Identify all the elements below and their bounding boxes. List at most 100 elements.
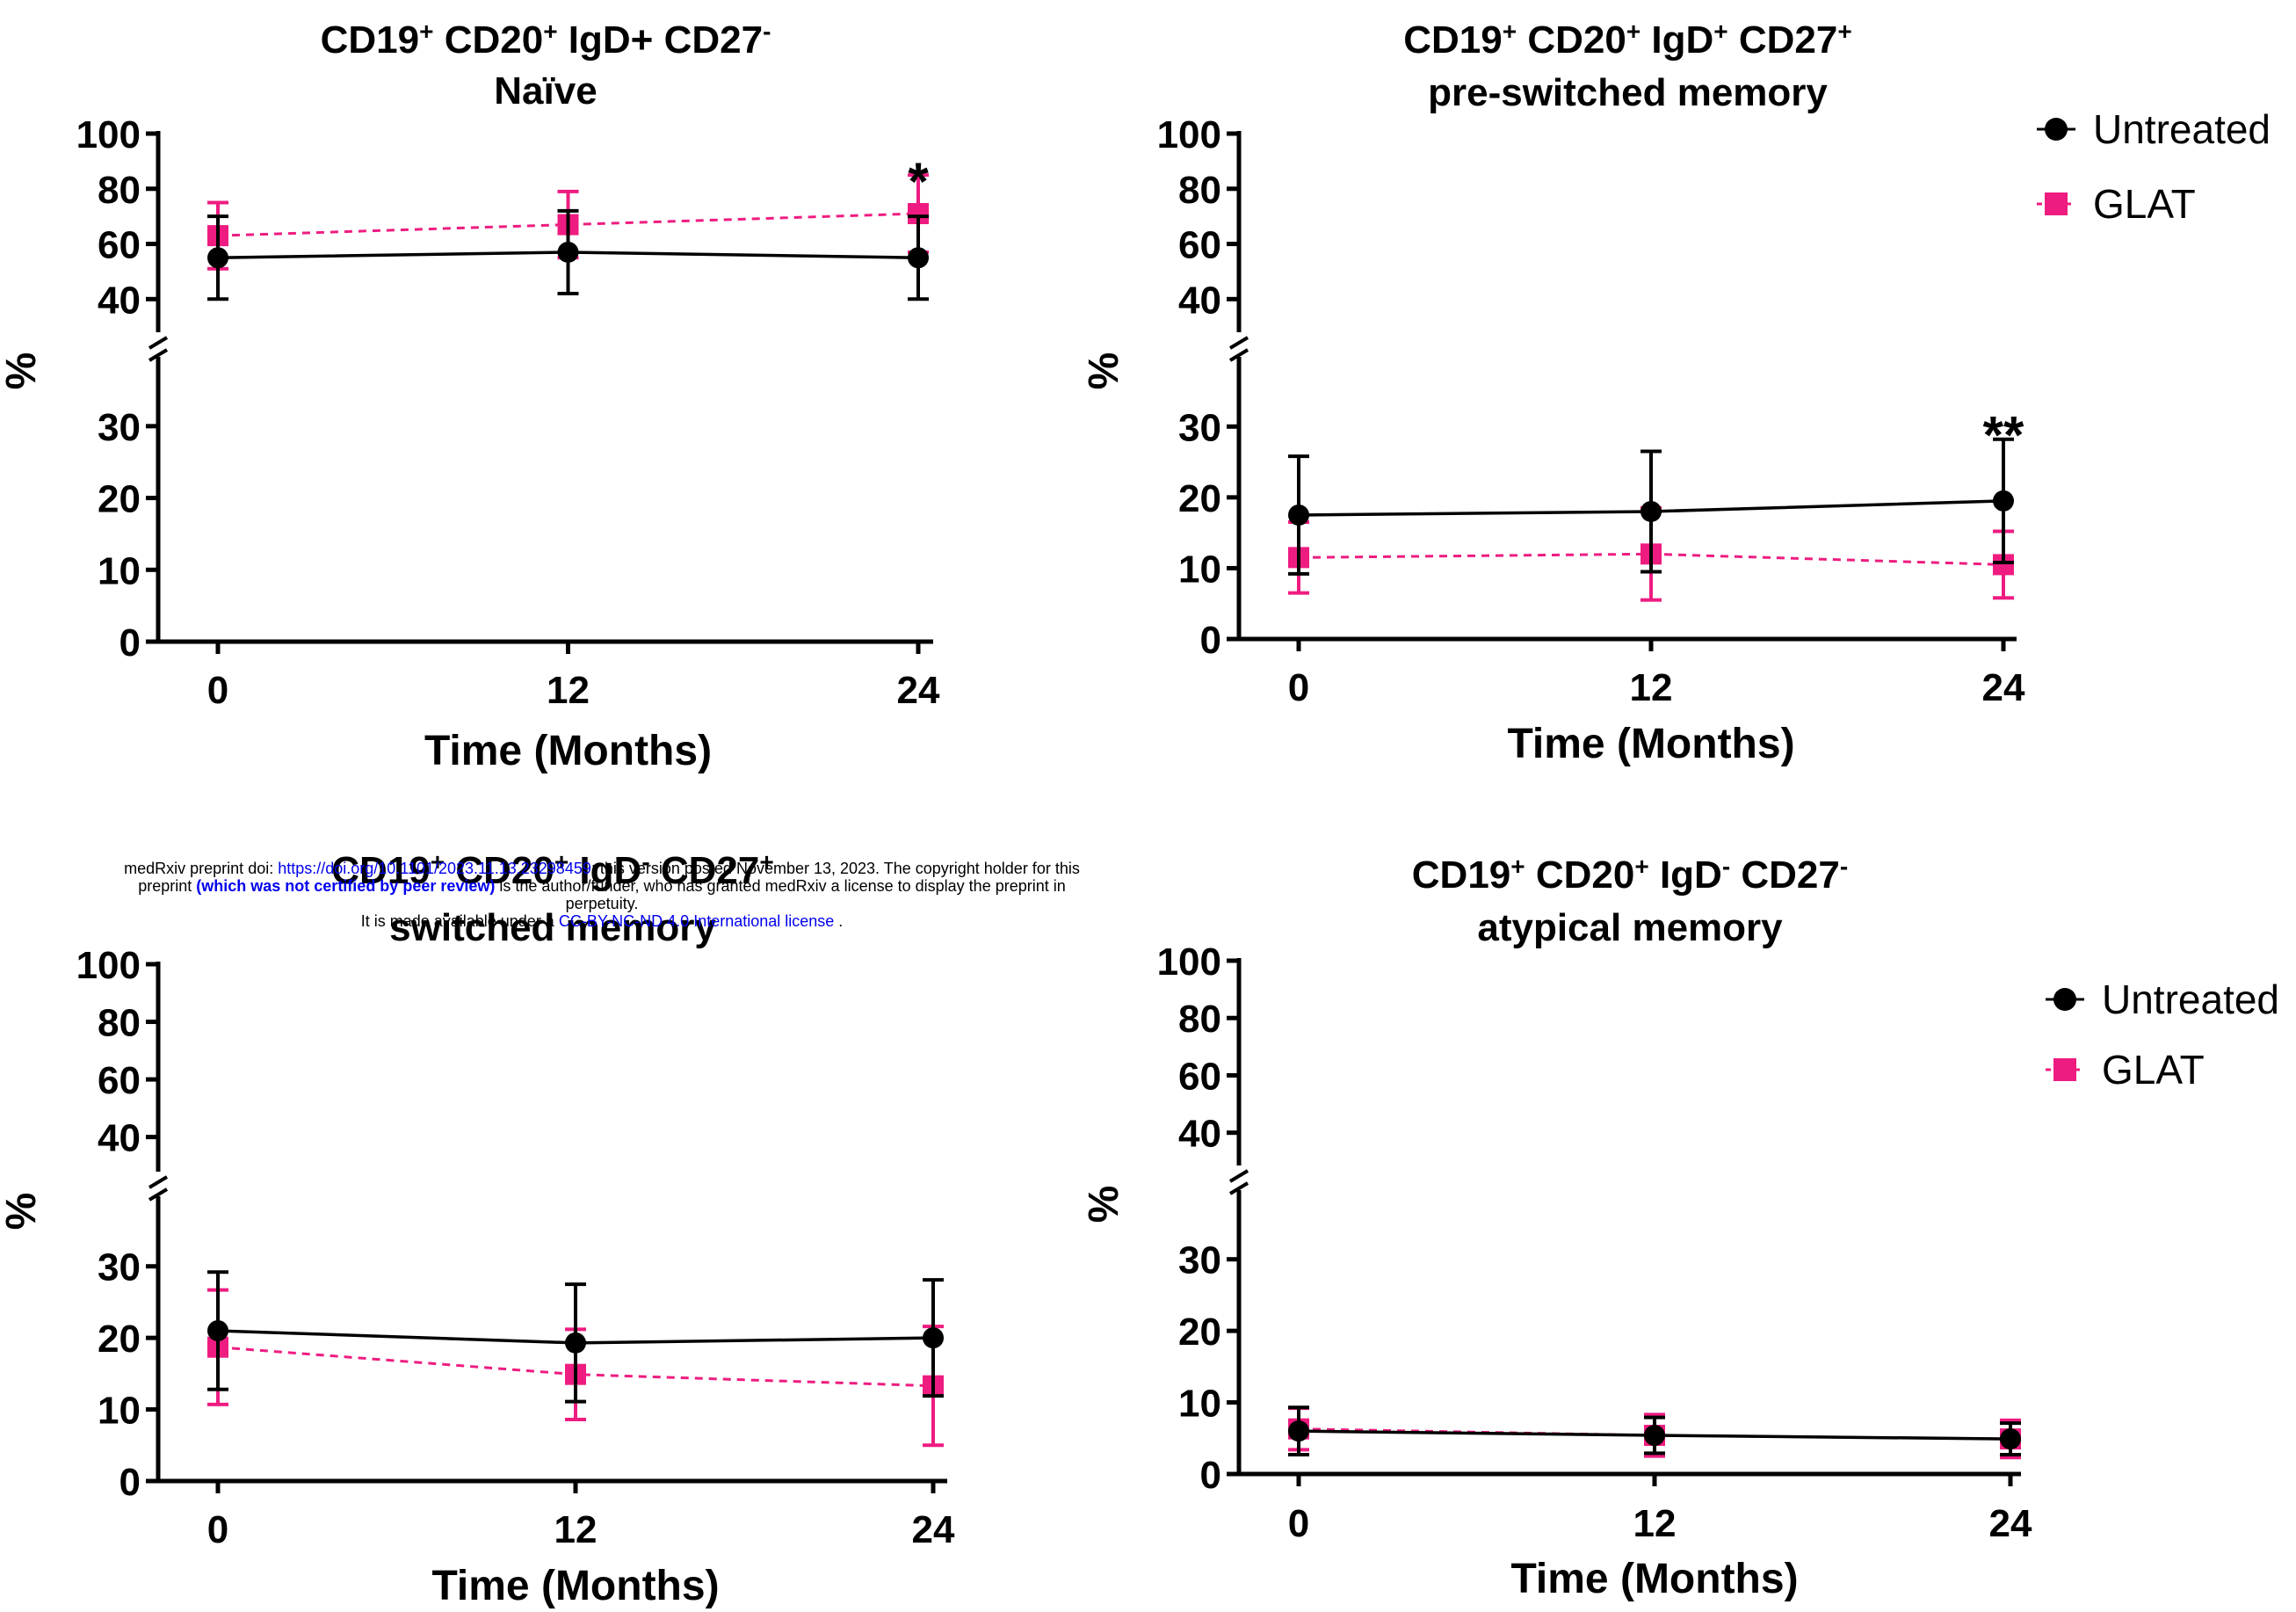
y-tick-label: 20 <box>1178 477 1221 520</box>
chart-panel-2: CD19+ CD20+ IgD+ CD27+ pre-switched memor… <box>1081 18 2271 768</box>
x-tick-label: 24 <box>1982 666 2025 709</box>
axis-break-mark <box>1228 348 1249 362</box>
y-tick-label: 30 <box>1178 406 1221 449</box>
data-point <box>2000 1428 2021 1450</box>
license-suffix: . <box>834 912 844 930</box>
series-untreated <box>207 1270 944 1404</box>
chart-title-line-1: CD19+ CD20+ IgD- CD27+ <box>331 848 773 893</box>
y-tick-label: 60 <box>98 224 141 267</box>
y-tick-label: 80 <box>98 169 141 212</box>
x-axis-label: Time (Months) <box>1507 721 1794 767</box>
preprint-doi-link[interactable]: https://doi.org/10.1101/2023.11.13.23298… <box>278 860 591 877</box>
legend: Untreated GLAT <box>2037 106 2271 227</box>
chart-panel-1: CD19+ CD20+ IgD+ CD27- Naïve 0 10 20 30 40 60 80… <box>0 18 940 775</box>
x-tick-label: 0 <box>207 1508 228 1551</box>
license-prefix: It is made available under a <box>360 912 559 930</box>
preprint-version-text: ; this version posted November 13, 2023.… <box>590 860 1080 877</box>
y-tick-label: 80 <box>1178 998 1221 1041</box>
preprint-doi-label: medRxiv preprint doi: <box>124 860 279 877</box>
chart-title-line-1: CD19+ CD20+ IgD+ CD27- <box>321 18 771 62</box>
axis-break-mark <box>1228 1181 1249 1195</box>
y-tick-label: 30 <box>98 406 141 449</box>
chart-title-line-2: switched memory <box>389 906 716 949</box>
y-axis-label: % <box>1081 352 1127 390</box>
preprint-license-text: is the author/funder, who has granted me… <box>495 877 1066 895</box>
x-axis-label: Time (Months) <box>1510 1556 1798 1602</box>
chart-title-line-2: Naïve <box>494 69 597 113</box>
x-tick-label: 24 <box>912 1508 955 1551</box>
y-tick-label: 40 <box>98 1117 141 1160</box>
license-link[interactable]: CC-BY-NC-ND 4.0 International license <box>558 912 835 930</box>
y-axis-label: % <box>0 352 45 390</box>
x-axis-label: Time (Months) <box>431 1563 719 1609</box>
y-tick-label: 20 <box>98 1318 141 1361</box>
axis-break-mark <box>148 1187 169 1202</box>
data-point <box>565 1332 586 1354</box>
legend-marker-glat <box>2045 192 2068 215</box>
data-point <box>1644 1425 1665 1447</box>
y-tick-label: 80 <box>98 1002 141 1045</box>
x-tick-label: 24 <box>1989 1502 2032 1545</box>
x-tick-label: 12 <box>547 669 590 712</box>
legend-label: Untreated <box>2093 106 2271 152</box>
y-tick-label: 0 <box>120 1461 141 1504</box>
series-untreated <box>1288 437 2014 576</box>
preprint-line-3: perpetuity. <box>565 895 639 912</box>
peer-review-note: (which was not certified by peer review) <box>196 877 496 895</box>
y-tick-label: 10 <box>98 1390 141 1433</box>
chart-title-line-2: atypical memory <box>1477 906 1783 949</box>
y-tick-label: 60 <box>1178 224 1221 267</box>
y-tick-label: 40 <box>1178 1113 1221 1156</box>
y-tick-label: 10 <box>98 549 141 592</box>
axis-break-mark <box>148 348 169 362</box>
preprint-notice: medRxiv preprint doi: https://doi.org/10… <box>18 860 1186 930</box>
legend: Untreated GLAT <box>2046 977 2279 1093</box>
y-tick-label: 10 <box>1178 1383 1221 1426</box>
x-tick-label: 12 <box>1633 1502 1677 1545</box>
preprint-line-1: medRxiv preprint doi: https://doi.org/10… <box>18 860 1186 877</box>
data-point <box>1288 1420 1309 1442</box>
x-tick-label: 0 <box>1288 1502 1309 1545</box>
preprint-word: preprint <box>138 877 197 895</box>
y-tick-label: 60 <box>98 1059 141 1102</box>
data-point <box>557 241 579 263</box>
axis-break-mark <box>148 1175 169 1189</box>
chart-panel-4: CD19+ CD20+ IgD- CD27- atypical memory 0 10… <box>1081 853 2279 1603</box>
y-tick-label: 100 <box>1157 940 1221 984</box>
chart-panel-3: CD19+ CD20+ IgD- CD27+ switched memory 0 10… <box>0 848 955 1610</box>
series-line-glat <box>217 212 919 237</box>
chart-title-line-1: CD19+ CD20+ IgD- CD27- <box>1412 853 1848 897</box>
legend-marker-untreated <box>2053 988 2076 1011</box>
series-untreated <box>1288 1405 2021 1457</box>
series-untreated <box>207 208 929 301</box>
y-tick-label: 40 <box>1178 279 1221 322</box>
x-tick-label: 12 <box>1630 666 1673 709</box>
x-tick-label: 0 <box>207 669 228 712</box>
significance-marker: * <box>908 152 929 211</box>
y-tick-label: 100 <box>76 944 141 987</box>
significance-marker: ** <box>1983 405 2024 464</box>
y-tick-label: 100 <box>1157 113 1221 156</box>
x-tick-label: 12 <box>554 1508 598 1551</box>
y-tick-label: 0 <box>1200 619 1221 662</box>
legend-marker-glat <box>2053 1058 2076 1081</box>
y-tick-label: 0 <box>120 621 141 664</box>
y-axis-label: % <box>0 1193 45 1231</box>
y-axis-label: % <box>1081 1186 1127 1224</box>
legend-label: GLAT <box>2102 1047 2205 1093</box>
y-tick-label: 20 <box>98 478 141 521</box>
data-point <box>1641 500 1662 522</box>
data-point <box>207 247 228 269</box>
y-tick-label: 20 <box>1178 1311 1221 1354</box>
axis-break-mark <box>1228 336 1249 350</box>
x-tick-label: 24 <box>897 669 940 712</box>
legend-marker-untreated <box>2045 118 2068 141</box>
y-tick-label: 30 <box>1178 1239 1221 1282</box>
preprint-line-2: preprint (which was not certified by pee… <box>18 877 1186 895</box>
y-tick-label: 60 <box>1178 1055 1221 1098</box>
preprint-line-4: It is made available under a CC-BY-NC-ND… <box>18 912 1186 930</box>
axis-break-mark <box>1228 1169 1249 1183</box>
chart-title-line-2: pre-switched memory <box>1428 71 1828 114</box>
y-tick-label: 80 <box>1178 169 1221 212</box>
